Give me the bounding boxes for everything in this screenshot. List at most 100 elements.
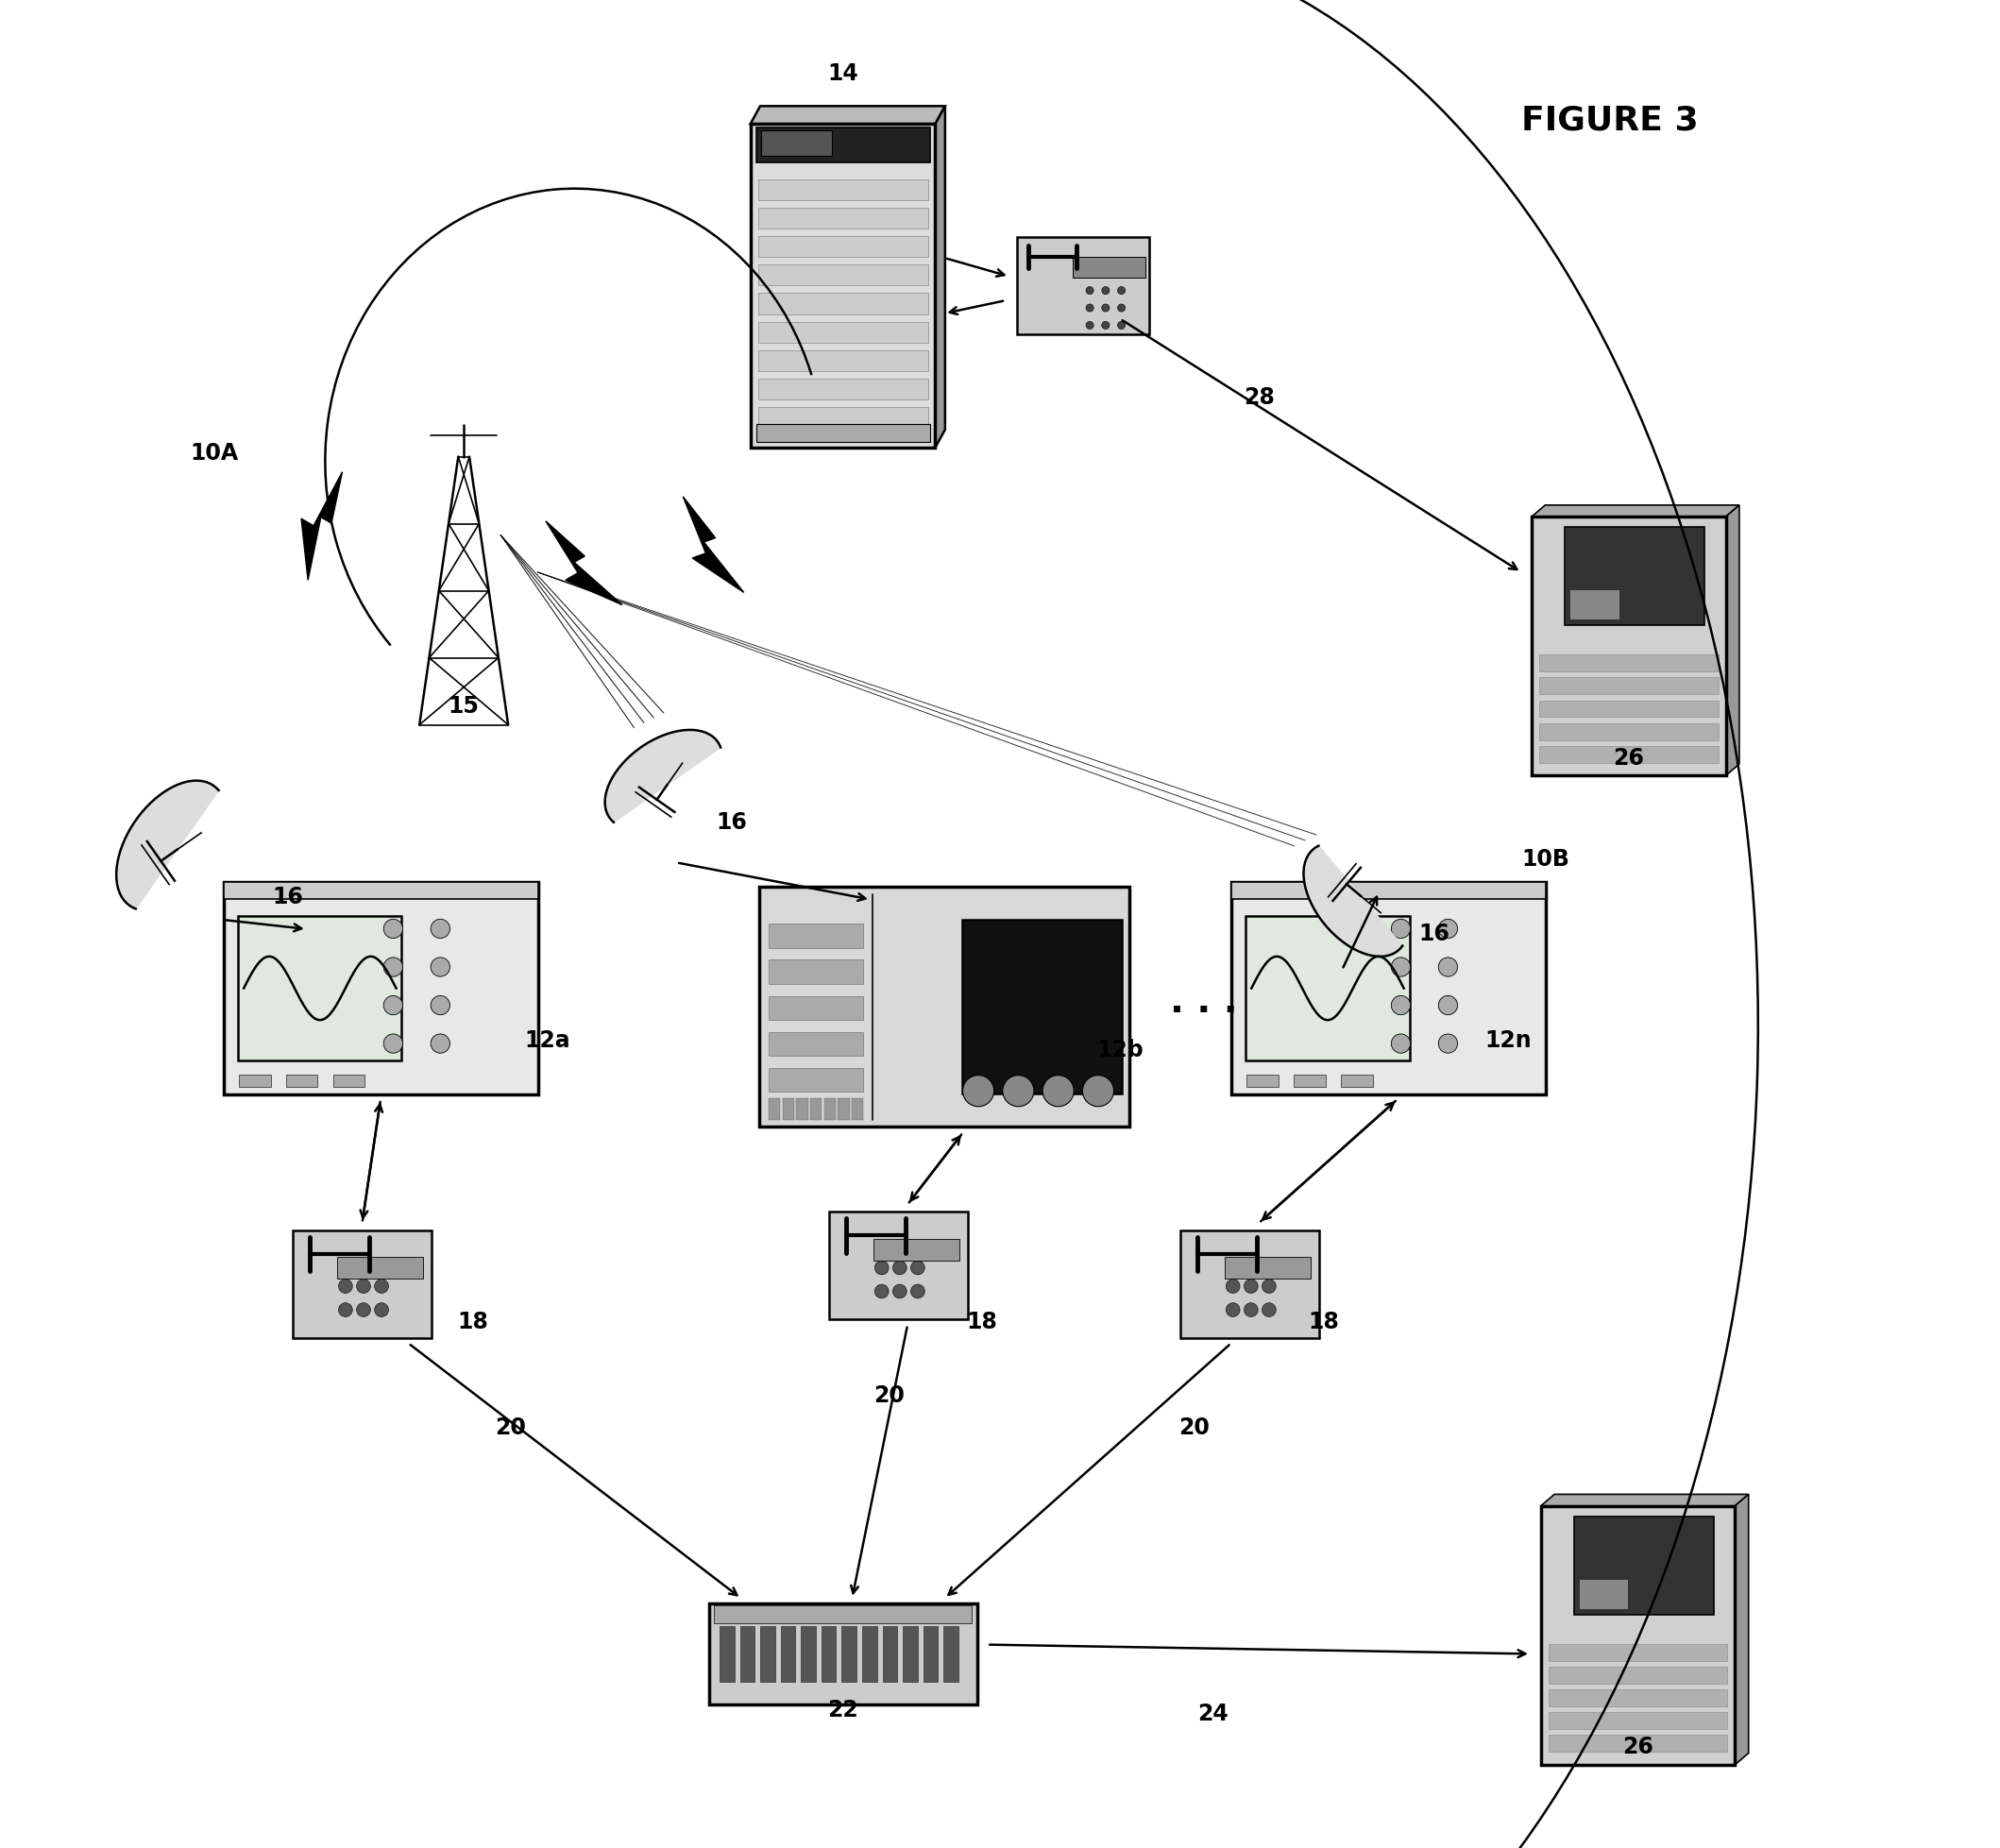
Polygon shape xyxy=(1304,846,1402,957)
Bar xyxy=(862,1626,876,1682)
Bar xyxy=(1570,591,1620,621)
Circle shape xyxy=(1042,1076,1074,1107)
Text: 16: 16 xyxy=(1418,922,1450,944)
Circle shape xyxy=(1002,1076,1034,1107)
Bar xyxy=(1246,917,1410,1061)
Polygon shape xyxy=(936,107,946,449)
Polygon shape xyxy=(1726,506,1740,776)
Circle shape xyxy=(384,1035,402,1053)
Circle shape xyxy=(1086,288,1094,296)
Circle shape xyxy=(430,1035,450,1053)
Polygon shape xyxy=(1532,506,1740,517)
Bar xyxy=(1538,700,1718,717)
Bar xyxy=(1580,1580,1628,1610)
Text: 16: 16 xyxy=(272,885,304,907)
Text: 10A: 10A xyxy=(190,442,238,464)
Circle shape xyxy=(892,1284,906,1299)
Bar xyxy=(768,1033,864,1057)
Bar xyxy=(1246,1076,1278,1087)
Bar xyxy=(1540,1506,1734,1765)
Bar xyxy=(756,425,930,444)
Bar xyxy=(1342,1076,1372,1087)
Bar xyxy=(740,1626,754,1682)
Circle shape xyxy=(1392,996,1410,1015)
Bar xyxy=(882,1626,898,1682)
Circle shape xyxy=(374,1279,388,1294)
Bar xyxy=(1548,1667,1728,1684)
Text: 18: 18 xyxy=(458,1310,488,1332)
Circle shape xyxy=(1244,1279,1258,1294)
Circle shape xyxy=(1226,1279,1240,1294)
Circle shape xyxy=(338,1303,352,1318)
Bar xyxy=(758,266,928,286)
Circle shape xyxy=(1392,920,1410,939)
Text: 22: 22 xyxy=(828,1698,858,1720)
Circle shape xyxy=(338,1279,352,1294)
Circle shape xyxy=(356,1279,370,1294)
Circle shape xyxy=(1226,1303,1240,1318)
Text: 18: 18 xyxy=(1308,1310,1340,1332)
Bar xyxy=(902,1626,918,1682)
Bar xyxy=(768,1068,864,1092)
Circle shape xyxy=(1244,1303,1258,1318)
Bar xyxy=(224,881,538,1094)
Circle shape xyxy=(1438,1035,1458,1053)
Bar xyxy=(762,131,832,157)
Circle shape xyxy=(1118,322,1126,331)
Circle shape xyxy=(892,1260,906,1275)
Text: 10B: 10B xyxy=(1522,848,1570,870)
Bar xyxy=(1548,1713,1728,1730)
Bar xyxy=(810,1098,822,1120)
Circle shape xyxy=(430,920,450,939)
Circle shape xyxy=(1118,288,1126,296)
Text: 28: 28 xyxy=(1244,386,1274,408)
Circle shape xyxy=(1086,322,1094,331)
Circle shape xyxy=(1392,1035,1410,1053)
Text: 14: 14 xyxy=(828,63,858,85)
Bar xyxy=(1548,1645,1728,1661)
Bar xyxy=(822,1626,836,1682)
Bar xyxy=(824,1098,836,1120)
Bar xyxy=(1538,724,1718,741)
Bar xyxy=(758,351,928,371)
Circle shape xyxy=(1102,305,1110,312)
Text: 20: 20 xyxy=(1178,1416,1210,1438)
Bar xyxy=(338,1258,424,1279)
Bar xyxy=(802,1626,816,1682)
Text: 26: 26 xyxy=(1614,747,1644,769)
Polygon shape xyxy=(116,782,218,909)
Bar xyxy=(1538,656,1718,673)
Circle shape xyxy=(1438,920,1458,939)
Text: 12n: 12n xyxy=(1486,1029,1532,1052)
Bar xyxy=(780,1626,796,1682)
Text: 15: 15 xyxy=(448,695,480,717)
Bar xyxy=(768,1098,780,1120)
Circle shape xyxy=(430,996,450,1015)
Polygon shape xyxy=(750,107,946,126)
Bar xyxy=(758,322,928,344)
Bar xyxy=(758,209,928,229)
Circle shape xyxy=(910,1260,924,1275)
Circle shape xyxy=(874,1284,888,1299)
Bar xyxy=(944,1626,958,1682)
Circle shape xyxy=(910,1284,924,1299)
Bar xyxy=(758,408,928,429)
Text: 24: 24 xyxy=(1198,1702,1228,1724)
Bar xyxy=(292,1231,432,1338)
Polygon shape xyxy=(1734,1495,1748,1765)
Circle shape xyxy=(384,920,402,939)
Text: 20: 20 xyxy=(494,1416,526,1438)
Bar xyxy=(760,1626,776,1682)
Bar xyxy=(1548,1689,1728,1706)
Bar xyxy=(1018,238,1150,334)
Bar xyxy=(760,887,1130,1127)
Bar xyxy=(1232,881,1546,900)
Bar xyxy=(842,1626,856,1682)
Bar xyxy=(1564,529,1704,626)
Bar xyxy=(1538,678,1718,695)
Bar xyxy=(286,1076,318,1087)
Circle shape xyxy=(1082,1076,1114,1107)
Circle shape xyxy=(1392,957,1410,978)
Polygon shape xyxy=(1540,1495,1748,1506)
Circle shape xyxy=(384,957,402,978)
